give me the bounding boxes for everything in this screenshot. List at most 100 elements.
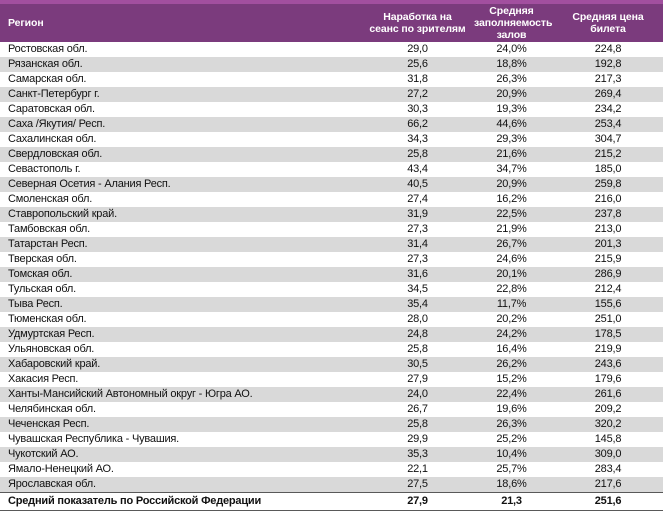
occupancy-cell: 11,7% [470, 297, 553, 312]
ticket-price-cell: 269,4 [553, 87, 663, 102]
per-session-cell: 26,7 [365, 402, 470, 417]
per-session-cell: 31,8 [365, 72, 470, 87]
region-cell: Севастополь г. [0, 162, 365, 177]
ticket-price-cell: 224,8 [553, 42, 663, 57]
table-row: Ямало-Ненецкий АО. 22,1 25,7% 283,4 [0, 462, 663, 477]
per-session-cell: 31,4 [365, 237, 470, 252]
column-header-ticket-price: Средняя цена билета [553, 4, 663, 42]
regions-statistics-table: Регион Наработка на сеанс по зрителям Ср… [0, 4, 663, 511]
ticket-price-cell: 320,2 [553, 417, 663, 432]
ticket-price-cell: 237,8 [553, 207, 663, 222]
region-cell: Тульская обл. [0, 282, 365, 297]
ticket-price-cell: 234,2 [553, 102, 663, 117]
region-cell: Хакасия Респ. [0, 372, 365, 387]
total-label-cell: Средний показатель по Российской Федерац… [0, 492, 365, 511]
occupancy-cell: 44,6% [470, 117, 553, 132]
total-row: Средний показатель по Российской Федерац… [0, 492, 663, 511]
per-session-cell: 30,5 [365, 357, 470, 372]
occupancy-cell: 20,9% [470, 87, 553, 102]
ticket-price-cell: 192,8 [553, 57, 663, 72]
occupancy-cell: 22,4% [470, 387, 553, 402]
occupancy-cell: 26,7% [470, 237, 553, 252]
table-row: Санкт-Петербург г. 27,2 20,9% 269,4 [0, 87, 663, 102]
table-row: Сахалинская обл. 34,3 29,3% 304,7 [0, 132, 663, 147]
ticket-price-cell: 178,5 [553, 327, 663, 342]
occupancy-cell: 16,4% [470, 342, 553, 357]
occupancy-cell: 16,2% [470, 192, 553, 207]
total-per-session-cell: 27,9 [365, 492, 470, 511]
per-session-cell: 66,2 [365, 117, 470, 132]
occupancy-cell: 26,3% [470, 72, 553, 87]
occupancy-cell: 25,2% [470, 432, 553, 447]
region-cell: Саратовская обл. [0, 102, 365, 117]
column-header-occupancy: Средняя заполняемость залов [470, 4, 553, 42]
per-session-cell: 25,8 [365, 342, 470, 357]
ticket-price-cell: 145,8 [553, 432, 663, 447]
table-row: Свердловская обл. 25,8 21,6% 215,2 [0, 147, 663, 162]
occupancy-cell: 20,2% [470, 312, 553, 327]
per-session-cell: 28,0 [365, 312, 470, 327]
region-cell: Ульяновская обл. [0, 342, 365, 357]
per-session-cell: 29,0 [365, 42, 470, 57]
per-session-cell: 27,4 [365, 192, 470, 207]
region-cell: Самарская обл. [0, 72, 365, 87]
table-row: Чукотский АО. 35,3 10,4% 309,0 [0, 447, 663, 462]
region-cell: Чукотский АО. [0, 447, 365, 462]
total-ticket-price-cell: 251,6 [553, 492, 663, 511]
region-cell: Ярославская обл. [0, 477, 365, 493]
table-row: Тульская обл. 34,5 22,8% 212,4 [0, 282, 663, 297]
region-cell: Саха /Якутия/ Респ. [0, 117, 365, 132]
occupancy-cell: 26,2% [470, 357, 553, 372]
per-session-cell: 27,5 [365, 477, 470, 493]
table-row: Тамбовская обл. 27,3 21,9% 213,0 [0, 222, 663, 237]
table-header: Регион Наработка на сеанс по зрителям Ср… [0, 4, 663, 42]
per-session-cell: 25,8 [365, 147, 470, 162]
table-row: Самарская обл. 31,8 26,3% 217,3 [0, 72, 663, 87]
region-cell: Ямало-Ненецкий АО. [0, 462, 365, 477]
per-session-cell: 27,9 [365, 372, 470, 387]
region-cell: Смоленская обл. [0, 192, 365, 207]
occupancy-cell: 19,6% [470, 402, 553, 417]
per-session-cell: 27,3 [365, 222, 470, 237]
ticket-price-cell: 217,6 [553, 477, 663, 493]
occupancy-cell: 10,4% [470, 447, 553, 462]
ticket-price-cell: 201,3 [553, 237, 663, 252]
region-cell: Удмуртская Респ. [0, 327, 365, 342]
ticket-price-cell: 216,0 [553, 192, 663, 207]
occupancy-cell: 26,3% [470, 417, 553, 432]
table-row: Смоленская обл. 27,4 16,2% 216,0 [0, 192, 663, 207]
ticket-price-cell: 304,7 [553, 132, 663, 147]
occupancy-cell: 18,6% [470, 477, 553, 493]
per-session-cell: 25,8 [365, 417, 470, 432]
per-session-cell: 22,1 [365, 462, 470, 477]
occupancy-cell: 19,3% [470, 102, 553, 117]
occupancy-cell: 24,0% [470, 42, 553, 57]
occupancy-cell: 24,6% [470, 252, 553, 267]
occupancy-cell: 29,3% [470, 132, 553, 147]
ticket-price-cell: 253,4 [553, 117, 663, 132]
per-session-cell: 31,9 [365, 207, 470, 222]
per-session-cell: 40,5 [365, 177, 470, 192]
ticket-price-cell: 215,9 [553, 252, 663, 267]
column-header-per-session: Наработка на сеанс по зрителям [365, 4, 470, 42]
occupancy-cell: 22,8% [470, 282, 553, 297]
top-accent-stripe [0, 0, 663, 4]
per-session-cell: 43,4 [365, 162, 470, 177]
ticket-price-cell: 286,9 [553, 267, 663, 282]
ticket-price-cell: 309,0 [553, 447, 663, 462]
occupancy-cell: 34,7% [470, 162, 553, 177]
ticket-price-cell: 179,6 [553, 372, 663, 387]
table-row: Рязанская обл. 25,6 18,8% 192,8 [0, 57, 663, 72]
per-session-cell: 34,5 [365, 282, 470, 297]
table-row: Челябинская обл. 26,7 19,6% 209,2 [0, 402, 663, 417]
table-row: Тыва Респ. 35,4 11,7% 155,6 [0, 297, 663, 312]
per-session-cell: 27,3 [365, 252, 470, 267]
table-row: Томская обл. 31,6 20,1% 286,9 [0, 267, 663, 282]
per-session-cell: 35,3 [365, 447, 470, 462]
table-row: Чеченская Респ. 25,8 26,3% 320,2 [0, 417, 663, 432]
occupancy-cell: 21,6% [470, 147, 553, 162]
total-occupancy-cell: 21,3 [470, 492, 553, 511]
ticket-price-cell: 261,6 [553, 387, 663, 402]
per-session-cell: 35,4 [365, 297, 470, 312]
